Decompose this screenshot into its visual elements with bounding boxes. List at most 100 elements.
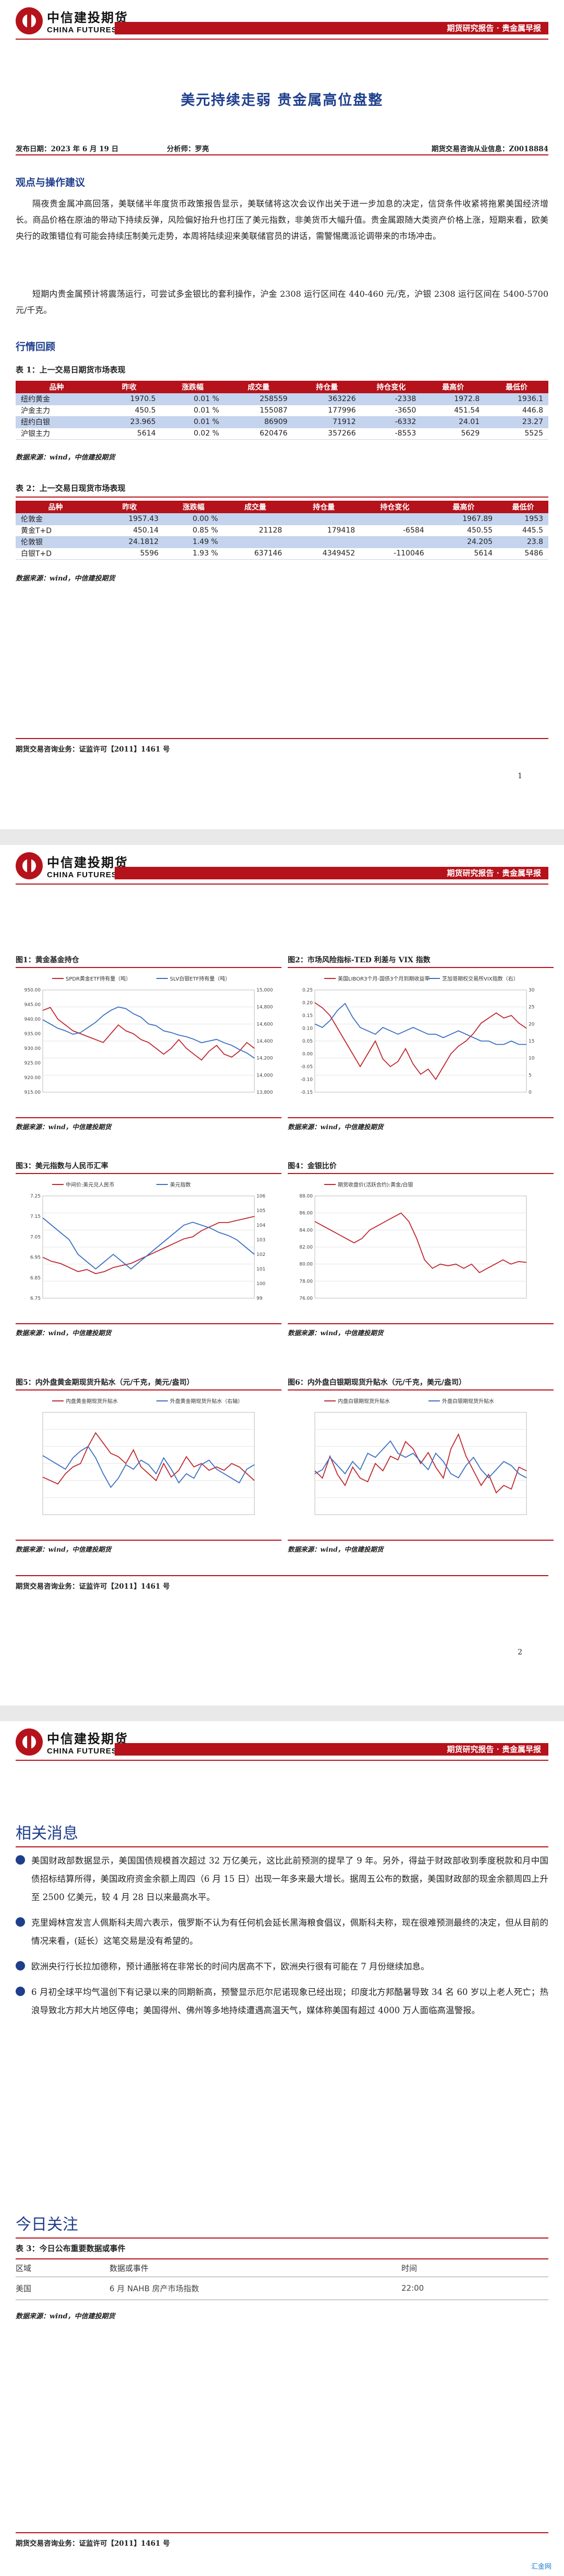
- table-cell: 伦敦银: [16, 536, 95, 548]
- news-list: 美国财政部数据显示，美国国债规模首次超过 32 万亿美元，这比此前预测的提早了 …: [16, 1852, 548, 2027]
- y-tick-label: 84.00: [299, 1228, 313, 1233]
- y-tick-label: 14,800: [256, 1005, 273, 1010]
- table-cell: 黄金T+D: [16, 525, 95, 537]
- chart-source: 数据来源：wind，中信建投期货: [288, 1323, 554, 1337]
- column-header: 最高价: [429, 501, 498, 513]
- publish-date: 发布日期：2023 年 6 月 19 日: [16, 145, 119, 153]
- col-time: 时间: [401, 2258, 548, 2277]
- chart-gold-silver-ratio: 图4：金银比价 期货收盘价(活跃合约):黄金/白银 88.00 86.00 84.00…: [288, 1160, 554, 1343]
- column-header: 最低价: [498, 501, 548, 513]
- table-header-row: 品种 昨收 涨跌幅 成交量 持仓量 持仓变化 最高价 最低价: [16, 381, 548, 393]
- meta-bar: 发布日期：2023 年 6 月 19 日 分析师：罗亮 期货交易咨询从业信息：Z…: [16, 140, 548, 155]
- paragraph-1: 隔夜贵金属冲高回落，美联储半年度货币政策报告显示，美联储将这次会议作出关于进一步…: [16, 199, 548, 241]
- table-cell: 1936.1: [485, 393, 548, 405]
- chart-title: 图3：美元指数与人民币汇率: [16, 1160, 281, 1174]
- spot-table: 品种 昨收 涨跌幅 成交量 持仓量 持仓变化 最高价 最低价 伦敦金 1957.43 0.00 %…: [16, 501, 548, 560]
- series-line: [42, 1432, 255, 1485]
- table-cell: 71912: [292, 416, 361, 428]
- y-tick-label: 5: [529, 1073, 532, 1078]
- table-cell: -6332: [361, 416, 422, 428]
- table-cell: -6584: [360, 525, 430, 537]
- legend-label: 外盘黄金期现货升贴水（右轴）: [170, 1398, 243, 1405]
- table-cell: 23.965: [97, 416, 161, 428]
- table3-source: 数据来源：wind，中信建投期货: [16, 2313, 115, 2320]
- table-cell: 白银T+D: [16, 548, 95, 560]
- page-3: 中信建投期货 CHINA FUTURES 期货研究报告 · 贵金属早报 相关消息…: [0, 1721, 564, 2576]
- table-header-row: 区域 数据或事件 时间: [16, 2258, 548, 2277]
- table-cell: 1953: [498, 513, 548, 525]
- series-line: [314, 1002, 526, 1045]
- table-cell: 620476: [224, 428, 293, 440]
- column-header: 持仓变化: [360, 501, 430, 513]
- page-footer: 期货交易咨询业务：证监许可【2011】1461 号: [16, 1575, 548, 1591]
- series-line: [314, 1440, 527, 1479]
- table-row: 纽约黄金 1970.5 0.01 % 258559 363226 -2338 1972.8 1…: [16, 393, 548, 405]
- y-tick-label: 105: [256, 1208, 265, 1214]
- page-number: 2: [518, 1648, 522, 1656]
- y-tick-label: 106: [256, 1194, 265, 1199]
- y-tick-label: 7.05: [30, 1235, 41, 1240]
- table-cell: 637146: [223, 548, 288, 560]
- page-1: 中信建投期货 CHINA FUTURES 期货研究报告 · 贵金属早报 美元持续…: [0, 0, 564, 829]
- news-item: 欧洲央行行长拉加德称，预计通胀将在非常长的时间内居高不下，欧洲央行很有可能在 7…: [16, 1957, 548, 1976]
- y-tick-label: 6.75: [30, 1296, 41, 1301]
- chart-title: 图6：内外盘白银期现货升贴水（元/千克，美元/盎司）: [288, 1377, 554, 1390]
- y-tick-label: -0.15: [301, 1090, 313, 1095]
- series-line: [42, 1217, 255, 1270]
- table-cell: 24.1812: [95, 536, 164, 548]
- table-cell: 伦敦金: [16, 513, 95, 525]
- logo-en: CHINA FUTURES: [47, 1747, 117, 1756]
- y-tick-label: 103: [256, 1238, 265, 1243]
- y-tick-label: 915.00: [24, 1090, 41, 1095]
- table-row: 黄金T+D 450.14 0.85 % 21128 179418 -6584 450.55 4…: [16, 525, 548, 537]
- table-cell: 23.8: [498, 536, 548, 548]
- logo-icon: [16, 1728, 43, 1756]
- y-tick-label: 950.00: [24, 988, 41, 993]
- table-cell: 1957.43: [95, 513, 164, 525]
- table-row: 纽约白银 23.965 0.01 % 86909 71912 -6332 24.01 23.2…: [16, 416, 548, 428]
- legend-label: SPDR黄金ETF持有量（吨）: [66, 975, 131, 982]
- page-footer: 期货交易咨询业务：证监许可【2011】1461 号: [16, 738, 548, 754]
- table-cell: 纽约黄金: [16, 393, 97, 405]
- header-divider: [16, 39, 548, 40]
- column-header: 持仓量: [292, 381, 361, 393]
- y-tick-label: 25: [529, 1005, 534, 1010]
- table-cell: 446.8: [485, 405, 548, 417]
- legend-label: 美元指数: [170, 1181, 191, 1188]
- column-header: 持仓变化: [361, 381, 422, 393]
- table-cell: 24.01: [421, 416, 485, 428]
- table-row: 白银T+D 5596 1.93 % 637146 4349452 -110046 5614 5…: [16, 548, 548, 560]
- table1-caption: 表 1：上一交易日期货市场表现: [16, 365, 126, 374]
- table-header-row: 品种 昨收 涨跌幅 成交量 持仓量 持仓变化 最高价 最低价: [16, 501, 548, 513]
- page-footer: 期货交易咨询业务：证监许可【2011】1461 号: [16, 2532, 548, 2548]
- legend-label: SLV白银ETF持有量（吨）: [170, 975, 230, 982]
- table2-caption: 表 2：上一交易日现货市场表现: [16, 483, 126, 493]
- y-tick-label: 6.85: [30, 1276, 41, 1281]
- y-tick-label: 6.95: [30, 1255, 41, 1261]
- paragraph-2: 短期内贵金属预计将震荡运行，可尝试多金银比的套利操作，沪金 2308 运行区间在…: [16, 289, 548, 315]
- column-header: 昨收: [95, 501, 164, 513]
- logo-cn: 中信建投期货: [47, 10, 128, 25]
- table-cell: 0.01 %: [161, 405, 225, 417]
- events-table: 区域 数据或事件 时间 美国 6 月 NAHB 房产市场指数 22:00: [16, 2258, 548, 2300]
- y-tick-label: 935.00: [24, 1032, 41, 1037]
- y-tick-label: 0.10: [302, 1026, 313, 1032]
- news-text: 美国财政部数据显示，美国国债规模首次超过 32 万亿美元，这比此前预测的提早了 …: [31, 1856, 548, 1902]
- table-cell: 5525: [485, 428, 548, 440]
- legend-label: 中间价:美元兑人民币: [66, 1181, 114, 1188]
- table-cell: 23.27: [485, 416, 548, 428]
- y-tick-label: 76.00: [299, 1296, 313, 1301]
- table-row: 伦敦银 24.1812 1.49 % 24.205 23.8: [16, 536, 548, 548]
- column-header: 涨跌幅: [164, 501, 224, 513]
- logo-en: CHINA FUTURES: [47, 870, 117, 879]
- series-line: [42, 1446, 255, 1489]
- table-cell: 0.01 %: [161, 393, 225, 405]
- column-header: 持仓量: [287, 501, 361, 513]
- table-cell: 5486: [498, 548, 548, 560]
- page-header: 中信建投期货 CHINA FUTURES 期货研究报告 · 贵金属早报: [16, 849, 548, 889]
- table-cell: 21128: [223, 525, 288, 537]
- y-tick-label: 0.05: [302, 1039, 313, 1044]
- chart-title: 图5：内外盘黄金期现货升贴水（元/千克，美元/盎司）: [16, 1377, 281, 1390]
- y-tick-label: 14,000: [256, 1073, 273, 1078]
- table-cell: 5629: [421, 428, 485, 440]
